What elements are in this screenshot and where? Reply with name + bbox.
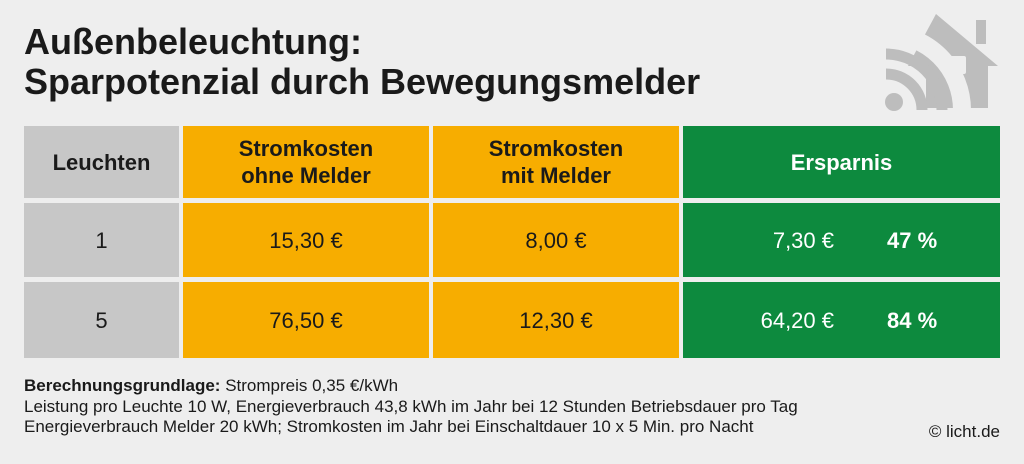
table-row-2-lights: 5: [24, 282, 179, 358]
title-line-2: Sparpotenzial durch Bewegungsmelder: [24, 61, 701, 102]
savings-percent: 47 %: [887, 227, 938, 253]
header-cost-with-detector: Stromkosten mit Melder: [433, 126, 679, 198]
calculation-basis-note: Berechnungsgrundlage: Strompreis 0,35 €/…: [24, 376, 798, 438]
footer-line-2: Leistung pro Leuchte 10 W, Energieverbra…: [24, 396, 798, 416]
header-savings: Ersparnis: [683, 126, 1000, 198]
footer-line-3: Energieverbrauch Melder 20 kWh; Stromkos…: [24, 417, 754, 436]
footer-line-1: Berechnungsgrundlage: Strompreis 0,35 €/…: [24, 376, 798, 397]
table-row-2-cost-with: 12,30 €: [433, 282, 679, 358]
savings-table: Leuchten Stromkosten ohne Melder Stromko…: [24, 126, 1000, 358]
footer-label: Berechnungsgrundlage:: [24, 376, 221, 395]
smart-home-wifi-icon: [885, 14, 998, 111]
page-title: Außenbeleuchtung: Sparpotenzial durch Be…: [24, 22, 700, 102]
table-row-2-cost-without: 76,50 €: [183, 282, 429, 358]
table-row-1-lights: 1: [24, 203, 179, 277]
table-row-1-cost-without: 15,30 €: [183, 203, 429, 277]
header-cost-with-line-2: mit Melder: [500, 163, 611, 188]
footer-line-1-text: Strompreis 0,35 €/kWh: [220, 376, 399, 395]
header-cost-with-line-1: Stromkosten: [488, 136, 624, 161]
table-row-1-cost-with: 8,00 €: [433, 203, 679, 277]
header-cost-without-line-2: ohne Melder: [241, 163, 371, 188]
title-line-1: Außenbeleuchtung:: [24, 21, 362, 62]
savings-amount: 64,20 €: [760, 307, 834, 333]
header-cost-without-detector: Stromkosten ohne Melder: [183, 126, 429, 198]
header-lights: Leuchten: [24, 126, 179, 198]
savings-percent: 84 %: [887, 307, 938, 333]
savings-amount: 7,30 €: [772, 227, 834, 253]
table-row-2-savings: 64,20 € 84 %: [683, 282, 1000, 358]
table-row-1-savings: 7,30 € 47 %: [683, 203, 1000, 277]
copyright-note: © licht.de: [928, 422, 1000, 441]
header-cost-without-line-1: Stromkosten: [238, 136, 374, 161]
